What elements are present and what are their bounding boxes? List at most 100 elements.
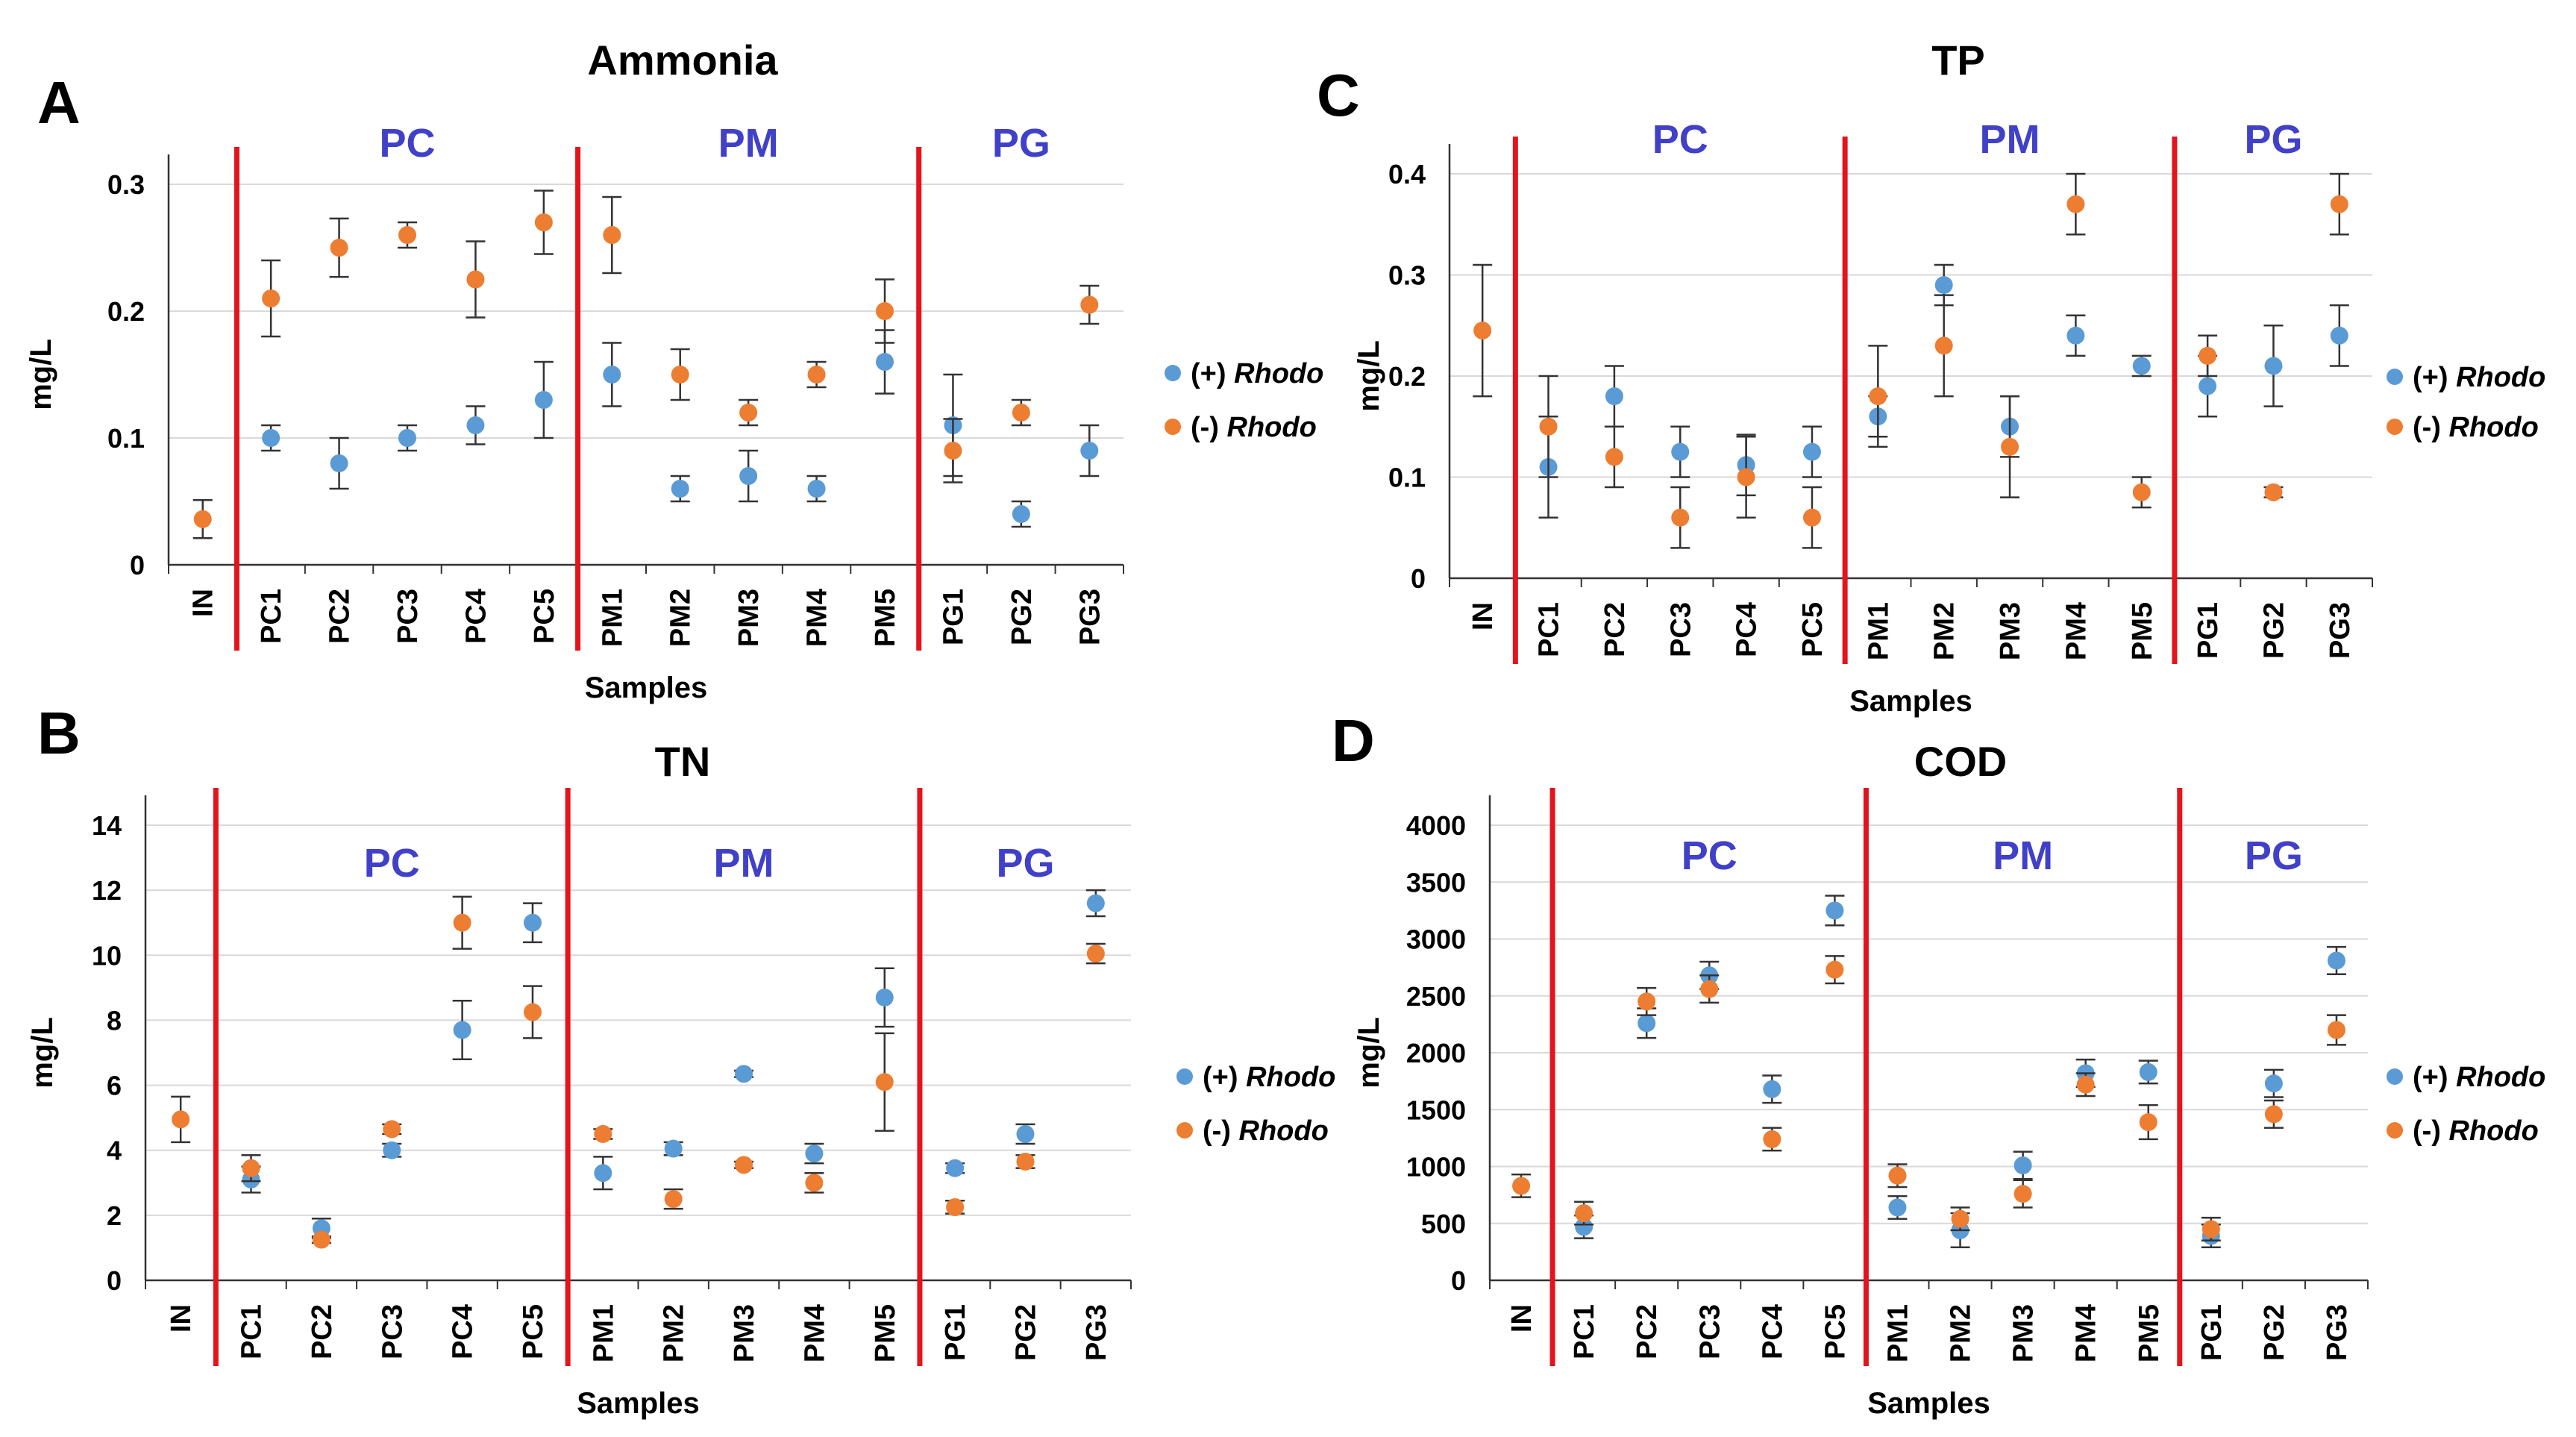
data-point-plus-pg2 bbox=[2264, 357, 2283, 375]
data-point-plus-pg2 bbox=[1016, 1124, 1035, 1143]
data-point-plus-pg2 bbox=[2264, 1074, 2283, 1093]
data-point-minus-pc2 bbox=[1605, 448, 1623, 466]
data-point-minus-pc5 bbox=[534, 213, 553, 231]
legend-entry: (-) Rhodo bbox=[1203, 1115, 1329, 1147]
x-tick-label: PC5 bbox=[518, 1304, 549, 1359]
x-tick-label: PC1 bbox=[1534, 602, 1565, 657]
data-point-minus-pm4 bbox=[2066, 195, 2085, 213]
x-tick-label: PM4 bbox=[799, 1304, 830, 1362]
data-point-plus-pc4 bbox=[466, 416, 485, 434]
data-point-minus-pm2 bbox=[671, 366, 689, 383]
x-tick-label: PG1 bbox=[938, 589, 969, 645]
panel-letter: A bbox=[37, 69, 81, 136]
y-tick-label: 4 bbox=[107, 1136, 122, 1166]
x-tick-label: IN bbox=[166, 1304, 197, 1333]
data-point-minus-pm5 bbox=[2139, 1113, 2157, 1132]
x-tick-label: PC3 bbox=[1694, 1304, 1726, 1359]
data-point-minus-pm4 bbox=[807, 366, 826, 383]
data-point-minus-pc4 bbox=[1763, 1130, 1781, 1148]
data-point-minus-pm1 bbox=[603, 226, 621, 244]
data-point-plus-pc2 bbox=[1605, 387, 1623, 406]
y-tick-label: 1000 bbox=[1406, 1152, 1466, 1183]
data-point-minus-pm2 bbox=[664, 1190, 683, 1209]
x-axis-label: Samples bbox=[1849, 685, 1972, 718]
data-point-plus-pm4 bbox=[807, 480, 826, 498]
x-tick-label: PM2 bbox=[1946, 1304, 1977, 1362]
x-tick-label: PM1 bbox=[1882, 1304, 1914, 1362]
x-axis-label: Samples bbox=[1867, 1387, 1990, 1420]
data-point-plus-pc5 bbox=[1802, 442, 1821, 461]
data-point-minus-pc4 bbox=[466, 270, 485, 289]
y-tick-label: 10 bbox=[92, 940, 122, 971]
y-axis-label: mg/L bbox=[26, 1017, 59, 1089]
chart-panel-b: B TN 0 2 4 6 8 10 12 14 IN PC1 PC2 PC3 PC4 PC5 PM1 PM2 PM3… bbox=[26, 700, 1335, 1420]
chart-panel-a: A Ammonia 0 0.1 0.2 0.3 IN PC1 PC2 PC3 PC4 PC5 PM1 PM… bbox=[25, 37, 1323, 704]
data-point-minus-pm2 bbox=[1934, 336, 1953, 355]
data-point-minus-pm4 bbox=[2076, 1075, 2095, 1094]
x-tick-label: PM4 bbox=[802, 589, 833, 647]
data-point-minus-pm3 bbox=[735, 1156, 753, 1174]
legend-entry: (+) Rhodo bbox=[2413, 362, 2545, 393]
legend-marker-plus bbox=[2387, 369, 2403, 385]
data-point-plus-pc2 bbox=[1638, 1014, 1656, 1033]
data-point-minus-pm1 bbox=[594, 1124, 612, 1143]
legend-entry: (+) Rhodo bbox=[2413, 1062, 2545, 1093]
y-tick-label: 4000 bbox=[1406, 810, 1466, 841]
x-tick-label: PC5 bbox=[1797, 602, 1828, 657]
data-point-plus-pm3 bbox=[735, 1065, 753, 1083]
x-tick-label: PM5 bbox=[870, 1304, 901, 1362]
y-axis-label: mg/L bbox=[1353, 1017, 1385, 1089]
data-point-plus-pm2 bbox=[664, 1139, 683, 1158]
legend-marker-minus bbox=[2387, 419, 2403, 435]
data-point-plus-pm4 bbox=[805, 1145, 824, 1163]
chart-title: TN bbox=[655, 738, 711, 785]
x-tick-label: PM5 bbox=[870, 589, 901, 647]
group-label: PM bbox=[1980, 117, 2040, 162]
group-label: PC bbox=[379, 121, 435, 166]
group-label: PM bbox=[718, 121, 779, 166]
data-point-minus-pg2 bbox=[2264, 1105, 2283, 1124]
data-point-plus-pc3 bbox=[383, 1141, 401, 1159]
x-tick-label: PC4 bbox=[1732, 602, 1763, 657]
x-tick-label: PM3 bbox=[1995, 602, 2026, 660]
y-tick-label: 12 bbox=[92, 875, 122, 906]
x-tick-label: PC1 bbox=[236, 1304, 268, 1359]
data-point-minus-pc2 bbox=[1638, 992, 1656, 1011]
x-tick-label: PG2 bbox=[2258, 602, 2290, 659]
x-tick-label: PG3 bbox=[2325, 602, 2356, 659]
data-point-minus-pc1 bbox=[242, 1159, 260, 1177]
x-tick-label: PM1 bbox=[588, 1304, 619, 1362]
data-point-plus-pm4 bbox=[2066, 326, 2085, 345]
group-label: PC bbox=[364, 841, 420, 886]
chart-title: COD bbox=[1914, 738, 2007, 785]
y-axis-label: mg/L bbox=[25, 339, 57, 410]
x-tick-label: IN bbox=[188, 589, 219, 617]
y-axis-label: mg/L bbox=[1353, 340, 1385, 412]
data-point-minus-pg2 bbox=[1016, 1152, 1035, 1171]
x-tick-label: PC4 bbox=[1757, 1304, 1788, 1359]
data-point-minus-pc3 bbox=[1671, 508, 1690, 527]
x-tick-label: PC2 bbox=[1632, 1304, 1663, 1359]
data-point-plus-pc3 bbox=[1671, 442, 1690, 461]
y-tick-label: 3500 bbox=[1406, 867, 1466, 898]
data-point-plus-pc5 bbox=[534, 391, 553, 409]
x-tick-label: PM5 bbox=[2127, 602, 2158, 660]
group-label: PM bbox=[714, 841, 774, 886]
data-point-minus-pg3 bbox=[2327, 1021, 2345, 1039]
data-point-plus-pg3 bbox=[1080, 442, 1099, 460]
x-tick-label: PC2 bbox=[307, 1304, 338, 1359]
data-point-minus-pc5 bbox=[1826, 960, 1844, 979]
x-tick-label: PM2 bbox=[1929, 602, 1961, 660]
data-point-minus-in bbox=[1512, 1177, 1531, 1195]
y-tick-label: 8 bbox=[107, 1005, 122, 1036]
data-point-minus-pg1 bbox=[944, 442, 962, 460]
data-point-plus-pc4 bbox=[453, 1021, 471, 1039]
data-point-plus-pm5 bbox=[2132, 357, 2151, 375]
data-point-plus-pm1 bbox=[594, 1164, 612, 1183]
chart-panel-c: C TP 0 0.1 0.2 0.3 0.4 IN PC1 PC2 PC3 PC4 PC5 PM1 PM2 P… bbox=[1317, 37, 2545, 718]
x-tick-label: PC5 bbox=[529, 589, 560, 644]
data-point-plus-pm2 bbox=[671, 480, 689, 498]
x-axis-label: Samples bbox=[577, 1387, 700, 1420]
data-point-minus-pm3 bbox=[2001, 437, 2019, 456]
y-tick-label: 0.1 bbox=[107, 423, 145, 454]
